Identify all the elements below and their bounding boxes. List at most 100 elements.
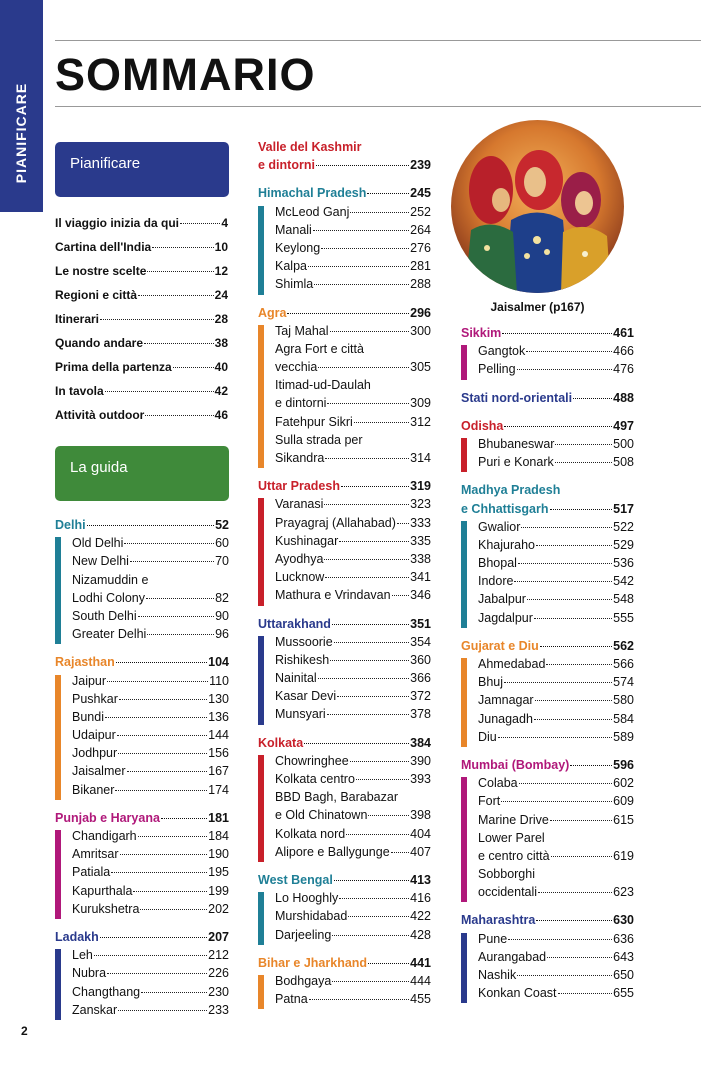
toc-entry[interactable]: Jagdalpur 555 (478, 611, 634, 629)
toc-entry[interactable]: Jodhpur 156 (72, 746, 229, 764)
toc-entry[interactable]: Nizamuddin e (72, 573, 229, 591)
toc-entry[interactable]: Itinerari 28 (55, 307, 228, 331)
toc-entry[interactable]: Fatehpur Sikri 312 (275, 415, 431, 433)
toc-entry[interactable]: Pushkar 130 (72, 692, 229, 710)
toc-entry[interactable]: Bhuj 574 (478, 675, 634, 693)
toc-entry[interactable]: e centro città 619 (478, 849, 634, 867)
toc-entry[interactable]: Lucknow 341 (275, 570, 431, 588)
toc-entry[interactable]: Kolkata nord 404 (275, 827, 431, 845)
toc-entry[interactable]: Rishikesh 360 (275, 653, 431, 671)
toc-entry[interactable]: Shimla 288 (275, 277, 431, 295)
toc-entry[interactable]: Patna 455 (275, 992, 431, 1010)
toc-entry[interactable]: Bhubaneswar 500 (478, 437, 634, 455)
toc-entry[interactable]: Ahmedabad 566 (478, 657, 634, 675)
section-heading[interactable]: Maharashtra 630 (461, 913, 634, 931)
toc-entry[interactable]: Jabalpur 548 (478, 592, 634, 610)
toc-entry[interactable]: Bikaner 174 (72, 783, 229, 801)
toc-entry[interactable]: McLeod Ganj 252 (275, 205, 431, 223)
toc-entry[interactable]: Sulla strada per (275, 433, 431, 451)
toc-entry[interactable]: Old Delhi 60 (72, 536, 229, 554)
toc-entry[interactable]: Nainital 366 (275, 671, 431, 689)
toc-entry[interactable]: In tavola 42 (55, 379, 228, 403)
toc-entry[interactable]: Greater Delhi 96 (72, 627, 229, 645)
section-heading[interactable]: Kolkata 384 (258, 736, 431, 754)
toc-entry[interactable]: Leh 212 (72, 948, 229, 966)
toc-entry[interactable]: Gangtok 466 (478, 344, 634, 362)
toc-entry[interactable]: Chowringhee 390 (275, 754, 431, 772)
toc-entry[interactable]: Kolkata centro 393 (275, 772, 431, 790)
toc-entry[interactable]: Kushinagar 335 (275, 534, 431, 552)
section-heading[interactable]: West Bengal 413 (258, 873, 431, 891)
toc-entry[interactable]: Keylong 276 (275, 241, 431, 259)
toc-entry[interactable]: Kasar Devi 372 (275, 689, 431, 707)
section-heading[interactable]: Ladakh 207 (55, 930, 229, 948)
toc-entry[interactable]: Aurangabad 643 (478, 950, 634, 968)
toc-entry[interactable]: Kurukshetra 202 (72, 902, 229, 920)
toc-entry[interactable]: Patiala 195 (72, 865, 229, 883)
toc-entry[interactable]: Jaisalmer 167 (72, 764, 229, 782)
toc-entry[interactable]: Taj Mahal 300 (275, 324, 431, 342)
toc-entry[interactable]: Pelling 476 (478, 362, 634, 380)
toc-entry[interactable]: Manali 264 (275, 223, 431, 241)
toc-entry[interactable]: Itimad-ud-Daulah (275, 378, 431, 396)
toc-entry[interactable]: Attività outdoor 46 (55, 403, 228, 427)
toc-entry[interactable]: Konkan Coast 655 (478, 986, 634, 1004)
toc-entry[interactable]: Zanskar 233 (72, 1003, 229, 1021)
toc-entry[interactable]: Fort 609 (478, 794, 634, 812)
toc-entry[interactable]: BBD Bagh, Barabazar (275, 790, 431, 808)
section-heading[interactable]: Mumbai (Bombay) 596 (461, 758, 634, 776)
toc-entry[interactable]: Chandigarh 184 (72, 829, 229, 847)
toc-entry[interactable]: Colaba 602 (478, 776, 634, 794)
toc-entry[interactable]: Il viaggio inizia da qui 4 (55, 211, 228, 235)
toc-entry[interactable]: Nubra 226 (72, 966, 229, 984)
toc-entry[interactable]: Alipore e Ballygunge 407 (275, 845, 431, 863)
section-heading[interactable]: Stati nord-orientali 488 (461, 391, 634, 409)
toc-entry[interactable]: vecchia 305 (275, 360, 431, 378)
toc-entry[interactable]: Marine Drive 615 (478, 813, 634, 831)
toc-entry[interactable]: Gwalior 522 (478, 520, 634, 538)
toc-entry[interactable]: Changthang 230 (72, 985, 229, 1003)
section-heading-line[interactable]: Valle del Kashmir (258, 140, 431, 158)
toc-entry[interactable]: Lodhi Colony 82 (72, 591, 229, 609)
section-heading[interactable]: Punjab e Haryana 181 (55, 811, 229, 829)
toc-entry[interactable]: Pune 636 (478, 932, 634, 950)
toc-entry[interactable]: Le nostre scelte 12 (55, 259, 228, 283)
toc-entry[interactable]: Amritsar 190 (72, 847, 229, 865)
toc-entry[interactable]: Lo Hooghly 416 (275, 891, 431, 909)
toc-entry[interactable]: e dintorni 309 (275, 396, 431, 414)
toc-entry[interactable]: occidentali 623 (478, 885, 634, 903)
toc-entry[interactable]: Bhopal 536 (478, 556, 634, 574)
toc-entry[interactable]: Quando andare 38 (55, 331, 228, 355)
toc-entry[interactable]: Agra Fort e città (275, 342, 431, 360)
toc-entry[interactable]: Kapurthala 199 (72, 884, 229, 902)
section-heading[interactable]: Delhi 52 (55, 518, 229, 536)
toc-entry[interactable]: Junagadh 584 (478, 712, 634, 730)
toc-entry[interactable]: Murshidabad 422 (275, 909, 431, 927)
section-heading[interactable]: Odisha 497 (461, 419, 634, 437)
section-heading[interactable]: Gujarat e Diu 562 (461, 639, 634, 657)
toc-entry[interactable]: Jamnagar 580 (478, 693, 634, 711)
toc-entry[interactable]: Varanasi 323 (275, 497, 431, 515)
section-heading[interactable]: Rajasthan 104 (55, 655, 229, 673)
toc-entry[interactable]: Prima della partenza 40 (55, 355, 228, 379)
toc-entry[interactable]: Jaipur 110 (72, 674, 229, 692)
toc-entry[interactable]: Mussoorie 354 (275, 635, 431, 653)
toc-entry[interactable]: Nashik 650 (478, 968, 634, 986)
toc-entry[interactable]: e Old Chinatown 398 (275, 808, 431, 826)
toc-entry[interactable]: Ayodhya 338 (275, 552, 431, 570)
toc-entry[interactable]: Cartina dell'India 10 (55, 235, 228, 259)
toc-entry[interactable]: Diu 589 (478, 730, 634, 748)
toc-entry[interactable]: Puri e Konark 508 (478, 455, 634, 473)
section-heading[interactable]: Uttarakhand 351 (258, 617, 431, 635)
toc-entry[interactable]: Mathura e Vrindavan 346 (275, 588, 431, 606)
section-heading[interactable]: Himachal Pradesh 245 (258, 186, 431, 204)
toc-entry[interactable]: Sobborghi (478, 867, 634, 885)
section-heading[interactable]: Bihar e Jharkhand 441 (258, 956, 431, 974)
toc-entry[interactable]: Udaipur 144 (72, 728, 229, 746)
toc-entry[interactable]: Darjeeling 428 (275, 928, 431, 946)
toc-entry[interactable]: Sikandra 314 (275, 451, 431, 469)
toc-entry[interactable]: New Delhi 70 (72, 554, 229, 572)
section-heading[interactable]: Uttar Pradesh 319 (258, 479, 431, 497)
toc-entry[interactable]: Lower Parel (478, 831, 634, 849)
toc-entry[interactable]: Kalpa 281 (275, 259, 431, 277)
